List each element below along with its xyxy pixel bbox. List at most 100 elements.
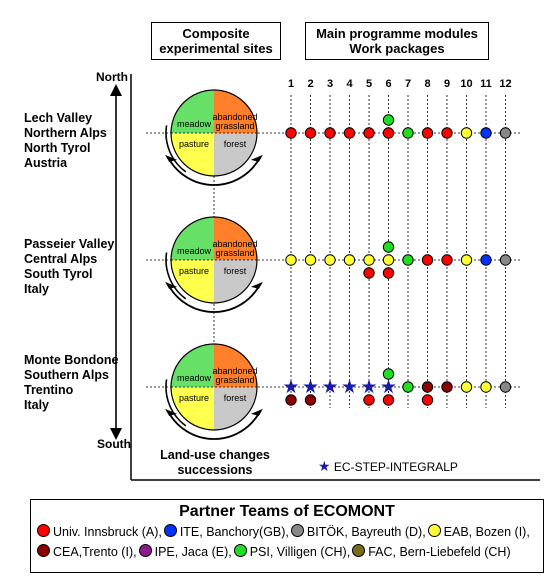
- module-number: 1: [288, 78, 294, 90]
- partner-dot-psi: [402, 381, 414, 393]
- partner-dot-eab: [460, 254, 473, 266]
- partner-entry: PSI, Villigen (CH),: [233, 544, 351, 559]
- partner-entry: FAC, Bern-Liebefeld (CH): [352, 544, 511, 559]
- abandoned-grassland-label: abandoned: [212, 366, 257, 376]
- module-number: 10: [460, 78, 472, 90]
- partner-dot-innsbruck: [421, 127, 434, 139]
- north-label: North: [96, 70, 128, 84]
- forest-label: forest: [224, 266, 247, 276]
- quadrant-meadow: [171, 217, 214, 260]
- partner-color-dot: [138, 544, 152, 557]
- module-number: 4: [346, 78, 353, 90]
- abandoned-grassland-label: grassland: [215, 121, 254, 131]
- partner-color-dot: [163, 524, 177, 537]
- partner-label: BITÖK, Bayreuth (D),: [306, 525, 426, 539]
- quadrant-forest: [214, 387, 257, 430]
- star-marker: ★: [282, 376, 299, 398]
- partner-dot-psi: [382, 114, 395, 126]
- partner-color-dot: [427, 524, 441, 537]
- partner-dot-innsbruck: [382, 267, 395, 279]
- partner-teams-box: Partner Teams of ECOMONT Univ. Innsbruck…: [30, 499, 544, 573]
- partner-dot-innsbruck: [363, 267, 375, 279]
- quadrant-meadow: [171, 90, 214, 133]
- site-label-lech: Lech Valley Northern Alps North Tyrol Au…: [24, 111, 107, 170]
- partner-dot-eab: [460, 127, 473, 139]
- partners-row-1: Univ. Innsbruck (A), ITE, Banchory(GB), BI…: [37, 524, 532, 539]
- north-arrowhead: [110, 84, 122, 96]
- partner-dot-innsbruck: [382, 127, 395, 139]
- partner-entry: ITE, Banchory(GB),: [163, 524, 289, 539]
- partner-dot-bitok: [499, 254, 512, 266]
- quadrant-forest: [214, 260, 257, 303]
- partner-dot-ite: [480, 254, 492, 266]
- abandoned-grassland-label: abandoned: [212, 112, 257, 122]
- partner-dot-eab: [460, 381, 473, 393]
- star-marker: ★: [302, 376, 319, 398]
- south-label: South: [97, 437, 131, 451]
- partner-label: PSI, Villigen (CH),: [249, 545, 351, 559]
- abandoned-grassland-label: grassland: [215, 375, 254, 385]
- quadrant-forest: [214, 133, 257, 176]
- partner-dot-psi: [402, 254, 414, 266]
- succession-arc: [169, 160, 259, 186]
- meadow-label: meadow: [177, 373, 212, 383]
- partner-dot-ite: [480, 127, 492, 139]
- module-number: 9: [444, 78, 450, 90]
- succession-arc: [165, 252, 187, 300]
- partner-dot-eab: [382, 254, 395, 266]
- partner-dot-innsbruck: [343, 127, 356, 139]
- partner-dot-cea: [304, 394, 317, 406]
- partner-label: Univ. Innsbruck (A),: [53, 525, 162, 539]
- partner-dot-eab: [363, 254, 375, 266]
- sites-header: Composite experimental sites: [151, 22, 281, 60]
- module-number: 11: [480, 78, 492, 90]
- quadrant-abandoned-grassland: [214, 217, 257, 260]
- module-number: 8: [424, 78, 430, 90]
- star-marker: ★: [360, 376, 377, 398]
- land-use-caption: Land-use changes successions: [160, 448, 270, 477]
- partner-entry: CEA,Trento (I),: [37, 544, 137, 559]
- partner-color-dot: [37, 544, 50, 557]
- star-marker: ★: [321, 376, 338, 398]
- partner-dot-innsbruck: [382, 394, 395, 406]
- forest-label: forest: [224, 393, 247, 403]
- quadrant-abandoned-grassland: [214, 90, 257, 133]
- partner-dot-innsbruck: [363, 127, 375, 139]
- partner-dot-innsbruck: [441, 127, 453, 139]
- abandoned-grassland-label: abandoned: [212, 239, 257, 249]
- quadrant-pasture: [171, 387, 214, 430]
- partner-label: IPE, Jaca (E),: [154, 545, 232, 559]
- partner-dot-innsbruck: [285, 127, 297, 139]
- meadow-label: meadow: [177, 246, 212, 256]
- partner-entry: IPE, Jaca (E),: [138, 544, 232, 559]
- partner-dot-innsbruck: [324, 127, 336, 139]
- partners-title: Partner Teams of ECOMONT: [179, 503, 395, 520]
- succession-arrowhead: [250, 154, 263, 162]
- module-number: 7: [405, 78, 411, 90]
- partner-dot-psi: [382, 241, 395, 253]
- succession-arc: [169, 287, 259, 313]
- partner-label: FAC, Bern-Liebefeld (CH): [368, 545, 511, 559]
- succession-arc: [169, 414, 259, 440]
- partner-dot-innsbruck: [421, 254, 434, 266]
- partner-entry: EAB, Bozen (I),: [427, 524, 530, 539]
- partner-label: ITE, Banchory(GB),: [179, 525, 289, 539]
- pasture-label: pasture: [179, 266, 209, 276]
- partner-entry: BITÖK, Bayreuth (D),: [290, 524, 426, 539]
- diagram-graphics: 1 2 3 4 5 6 7 8 9 10 11 12meadowabandonedgrasslandp…: [110, 74, 540, 481]
- forest-label: forest: [224, 139, 247, 149]
- partner-dot-cea: [421, 381, 434, 393]
- star-marker: ★: [380, 376, 397, 398]
- module-number: 3: [327, 78, 333, 90]
- succession-arc: [165, 379, 187, 427]
- module-number: 6: [385, 78, 391, 90]
- quadrant-pasture: [171, 133, 214, 176]
- partner-dot-eab: [304, 254, 317, 266]
- partner-dot-bitok: [499, 381, 512, 393]
- partner-dot-innsbruck: [441, 254, 453, 266]
- partners-row-2: CEA,Trento (I), IPE, Jaca (E), PSI, Villig…: [37, 544, 513, 559]
- succession-arrowhead: [250, 408, 263, 416]
